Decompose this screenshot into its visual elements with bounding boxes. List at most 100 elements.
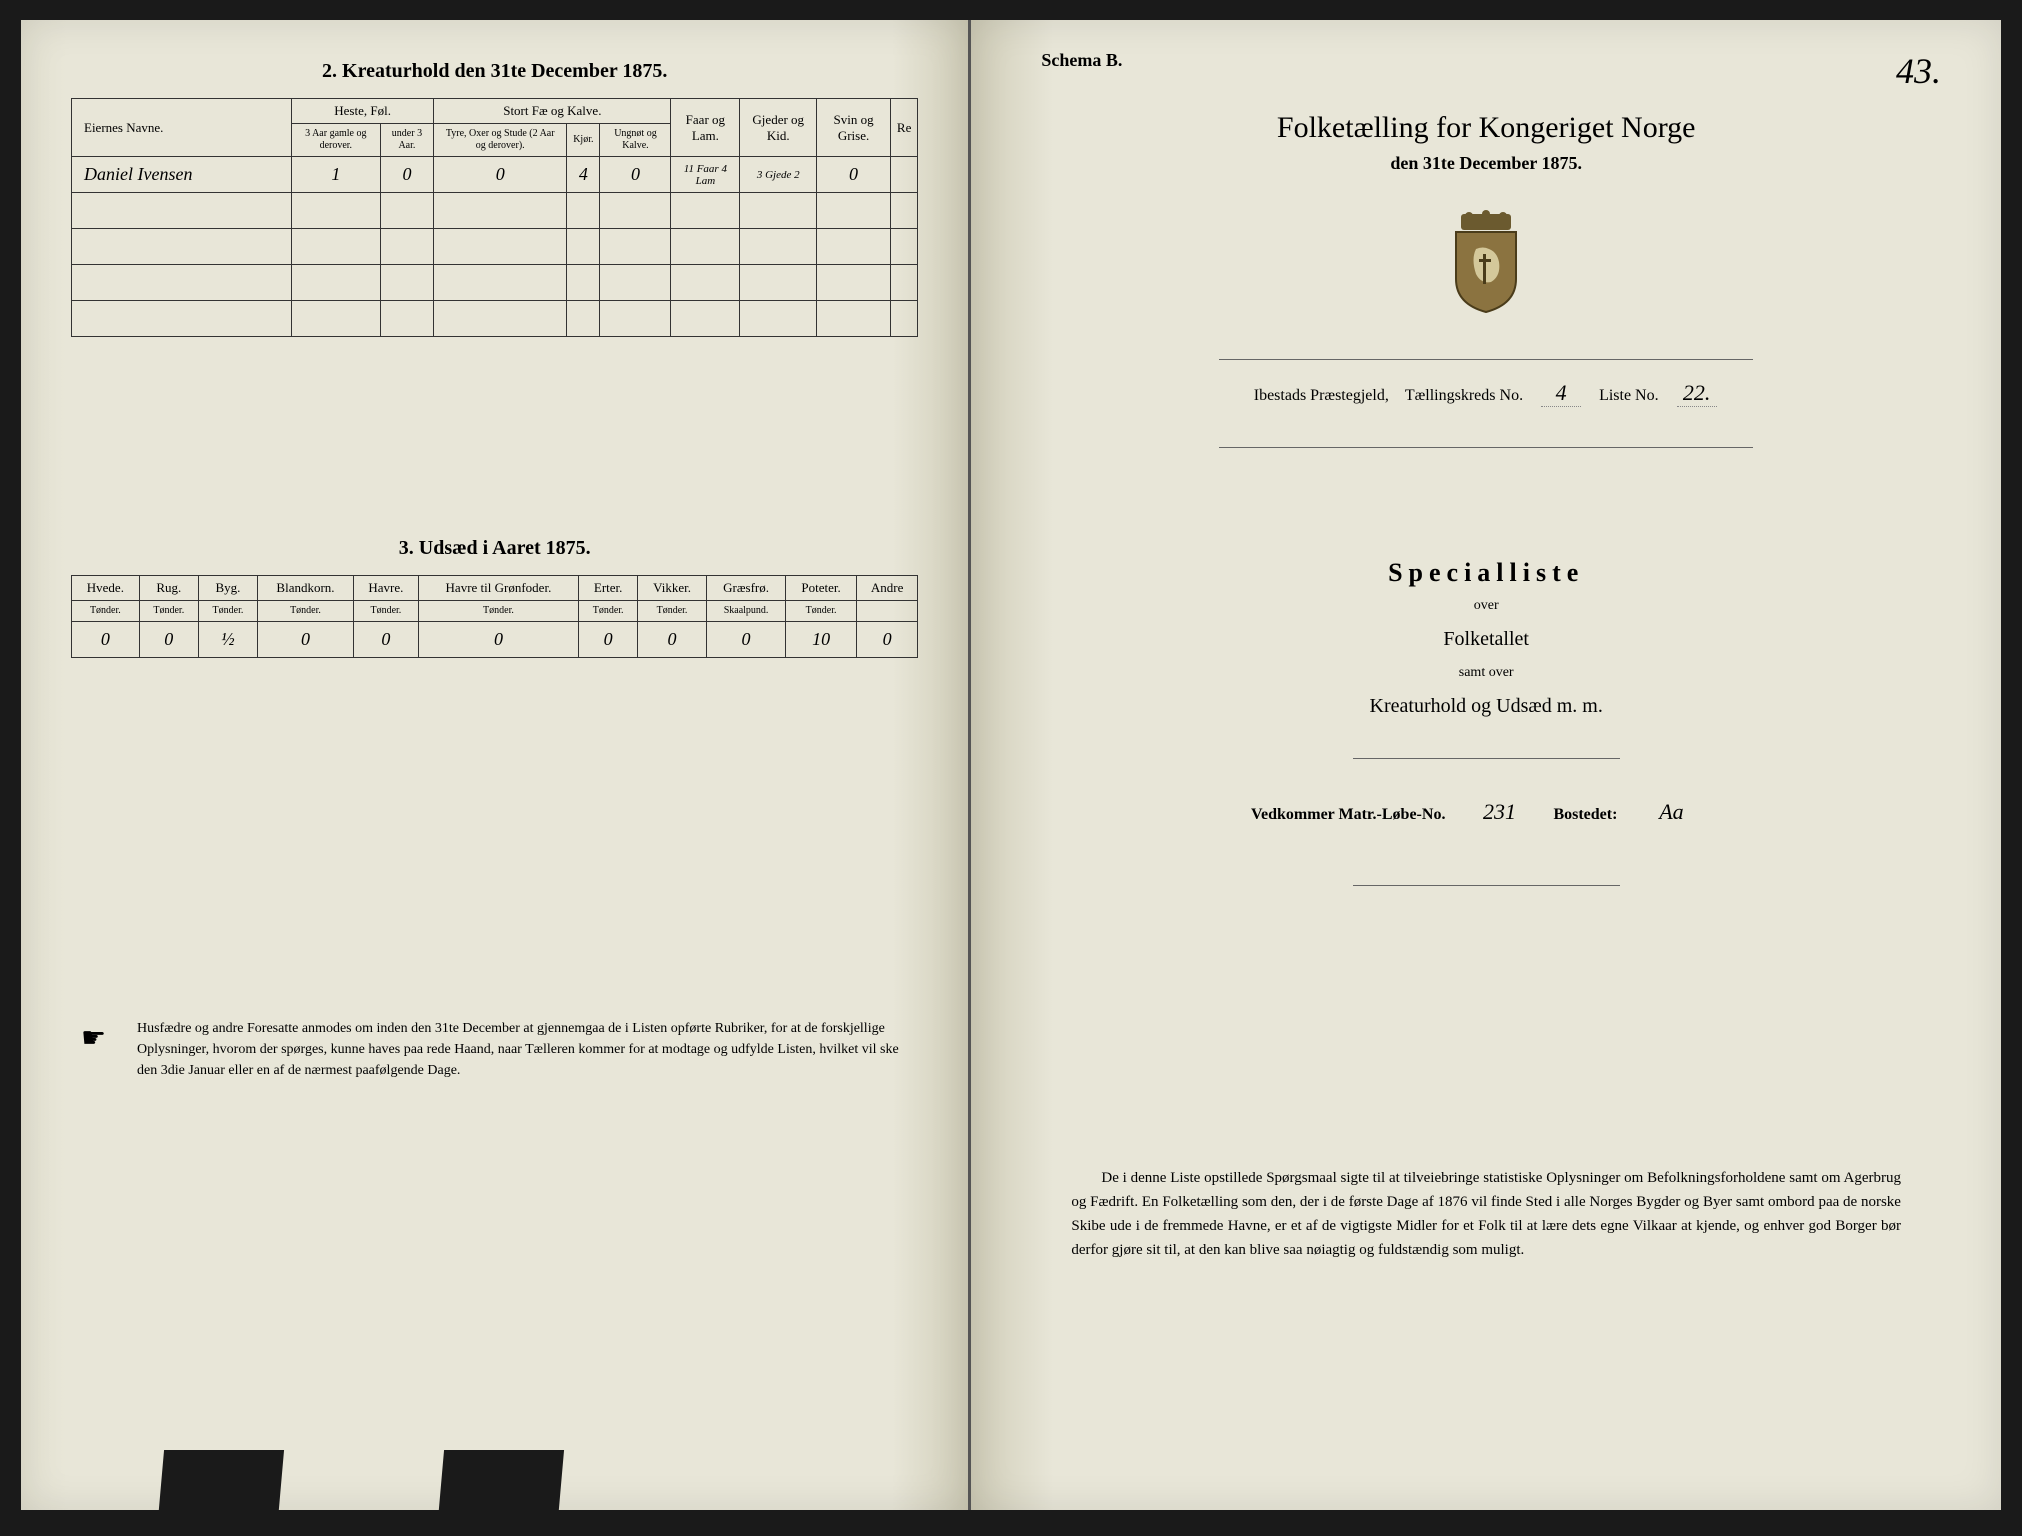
andre-h: Andre bbox=[856, 576, 917, 601]
table-row: Daniel Ivensen 1 0 0 4 0 11 Faar 4 Lam 3… bbox=[72, 157, 918, 193]
right-page: Schema B. 43. Folketælling for Kongerige… bbox=[971, 20, 2001, 1510]
census-subtitle: den 31te December 1875. bbox=[1041, 153, 1931, 174]
unit: Tønder. bbox=[579, 601, 638, 622]
table2-header-row: Hvede. Rug. Byg. Blandkorn. Havre. Havre… bbox=[72, 576, 918, 601]
divider bbox=[1219, 359, 1753, 360]
kjor-header: Kjør. bbox=[567, 124, 600, 157]
matr-value: 231 bbox=[1469, 799, 1529, 825]
cell: 0 bbox=[434, 157, 567, 193]
cell: 0 bbox=[856, 622, 917, 658]
section3-heading: 3. Udsæd i Aaret 1875. bbox=[71, 537, 918, 560]
faar-header: Faar og Lam. bbox=[671, 99, 740, 157]
table-row bbox=[72, 265, 918, 301]
bottom-paragraph: De i denne Liste opstillede Spørgsmaal s… bbox=[1041, 1166, 1931, 1262]
liste-label: Liste No. bbox=[1599, 387, 1659, 404]
cell: 0 bbox=[380, 157, 434, 193]
cell: 0 bbox=[706, 622, 785, 658]
graesfro-h: Græsfrø. bbox=[706, 576, 785, 601]
vikker-h: Vikker. bbox=[638, 576, 707, 601]
matr-label: Vedkommer Matr.-Løbe-No. bbox=[1251, 806, 1446, 823]
unit: Tønder. bbox=[258, 601, 354, 622]
unit: Tønder. bbox=[354, 601, 419, 622]
havre-h: Havre. bbox=[354, 576, 419, 601]
rug-h: Rug. bbox=[139, 576, 198, 601]
table-row bbox=[72, 229, 918, 265]
cell: 0 bbox=[354, 622, 419, 658]
table-row: 0 0 ½ 0 0 0 0 0 0 10 0 bbox=[72, 622, 918, 658]
census-title: Folketælling for Kongeriget Norge bbox=[1041, 111, 1931, 145]
kreaturhold-table: Eiernes Navne. Heste, Føl. Stort Fæ og K… bbox=[71, 98, 918, 337]
byg-h: Byg. bbox=[198, 576, 257, 601]
unit: Tønder. bbox=[198, 601, 257, 622]
stort-group: Stort Fæ og Kalve. bbox=[434, 99, 671, 124]
ungnot-header: Ungnøt og Kalve. bbox=[600, 124, 671, 157]
location-line: Ibestads Præstegjeld, Tællingskreds No. … bbox=[1041, 380, 1931, 407]
clip-icon bbox=[158, 1450, 284, 1520]
cell: 10 bbox=[786, 622, 857, 658]
hvede-h: Hvede. bbox=[72, 576, 140, 601]
cell: 0 bbox=[579, 622, 638, 658]
cell: 4 bbox=[567, 157, 600, 193]
unit: Tønder. bbox=[72, 601, 140, 622]
divider bbox=[1353, 885, 1620, 886]
divider bbox=[1353, 758, 1620, 759]
kreds-value: 4 bbox=[1541, 380, 1581, 407]
bosted-value: Aa bbox=[1641, 799, 1701, 825]
cell: 0 bbox=[418, 622, 578, 658]
table1-group-row: Eiernes Navne. Heste, Føl. Stort Fæ og K… bbox=[72, 99, 918, 124]
clip-icon bbox=[438, 1450, 564, 1520]
blandkorn-h: Blandkorn. bbox=[258, 576, 354, 601]
cell: 0 bbox=[817, 157, 891, 193]
folketal-text: Folketallet bbox=[1041, 628, 1931, 651]
table-row bbox=[72, 193, 918, 229]
footnote: ☛ Husfædre og andre Foresatte anmodes om… bbox=[71, 1018, 918, 1081]
unit: Tønder. bbox=[786, 601, 857, 622]
liste-value: 22. bbox=[1677, 380, 1717, 407]
cell: 0 bbox=[638, 622, 707, 658]
havre-gron-h: Havre til Grønfoder. bbox=[418, 576, 578, 601]
book-spread: 2. Kreaturhold den 31te December 1875. E… bbox=[21, 20, 2001, 1510]
kreds-label: Tællingskreds No. bbox=[1405, 387, 1523, 404]
owner-name: Daniel Ivensen bbox=[72, 157, 292, 193]
bosted-label: Bostedet: bbox=[1553, 806, 1617, 823]
gjeder-header: Gjeder og Kid. bbox=[740, 99, 817, 157]
divider bbox=[1219, 447, 1753, 448]
section2-heading: 2. Kreaturhold den 31te December 1875. bbox=[71, 60, 918, 83]
prestegjeld-label: Ibestads Præstegjeld, bbox=[1254, 387, 1389, 404]
binder-clips bbox=[21, 1450, 968, 1510]
cell: 0 bbox=[600, 157, 671, 193]
cell bbox=[890, 157, 918, 193]
over-text: over bbox=[1041, 598, 1931, 614]
table-row bbox=[72, 301, 918, 337]
poteter-h: Poteter. bbox=[786, 576, 857, 601]
cell: 0 bbox=[72, 622, 140, 658]
cell: 0 bbox=[258, 622, 354, 658]
cell: 0 bbox=[139, 622, 198, 658]
schema-label: Schema B. bbox=[1041, 50, 1931, 71]
unit: Tønder. bbox=[418, 601, 578, 622]
kreatur-text: Kreaturhold og Udsæd m. m. bbox=[1041, 695, 1931, 718]
heste-gamle-header: 3 Aar gamle og derover. bbox=[292, 124, 381, 157]
footnote-text: Husfædre og andre Foresatte anmodes om i… bbox=[137, 1018, 908, 1081]
svin-header: Svin og Grise. bbox=[817, 99, 891, 157]
erter-h: Erter. bbox=[579, 576, 638, 601]
tyre-header: Tyre, Oxer og Stude (2 Aar og derover). bbox=[434, 124, 567, 157]
pointing-hand-icon: ☛ bbox=[81, 1018, 121, 1081]
unit: Tønder. bbox=[139, 601, 198, 622]
unit: Tønder. bbox=[638, 601, 707, 622]
unit: Skaalpund. bbox=[706, 601, 785, 622]
specialliste-title: Specialliste bbox=[1041, 558, 1931, 588]
unit bbox=[856, 601, 917, 622]
udsaed-table: Hvede. Rug. Byg. Blandkorn. Havre. Havre… bbox=[71, 575, 918, 658]
owner-header: Eiernes Navne. bbox=[72, 99, 292, 157]
cell: 1 bbox=[292, 157, 381, 193]
cell: 11 Faar 4 Lam bbox=[671, 157, 740, 193]
samt-over-text: samt over bbox=[1041, 665, 1931, 681]
ren-header: Re bbox=[890, 99, 918, 157]
cell: 3 Gjede 2 bbox=[740, 157, 817, 193]
table2-unit-row: Tønder. Tønder. Tønder. Tønder. Tønder. … bbox=[72, 601, 918, 622]
heste-under-header: under 3 Aar. bbox=[380, 124, 434, 157]
left-page: 2. Kreaturhold den 31te December 1875. E… bbox=[21, 20, 971, 1510]
page-number: 43. bbox=[1896, 50, 1941, 92]
matr-line: Vedkommer Matr.-Løbe-No. 231 Bostedet: A… bbox=[1041, 799, 1931, 825]
